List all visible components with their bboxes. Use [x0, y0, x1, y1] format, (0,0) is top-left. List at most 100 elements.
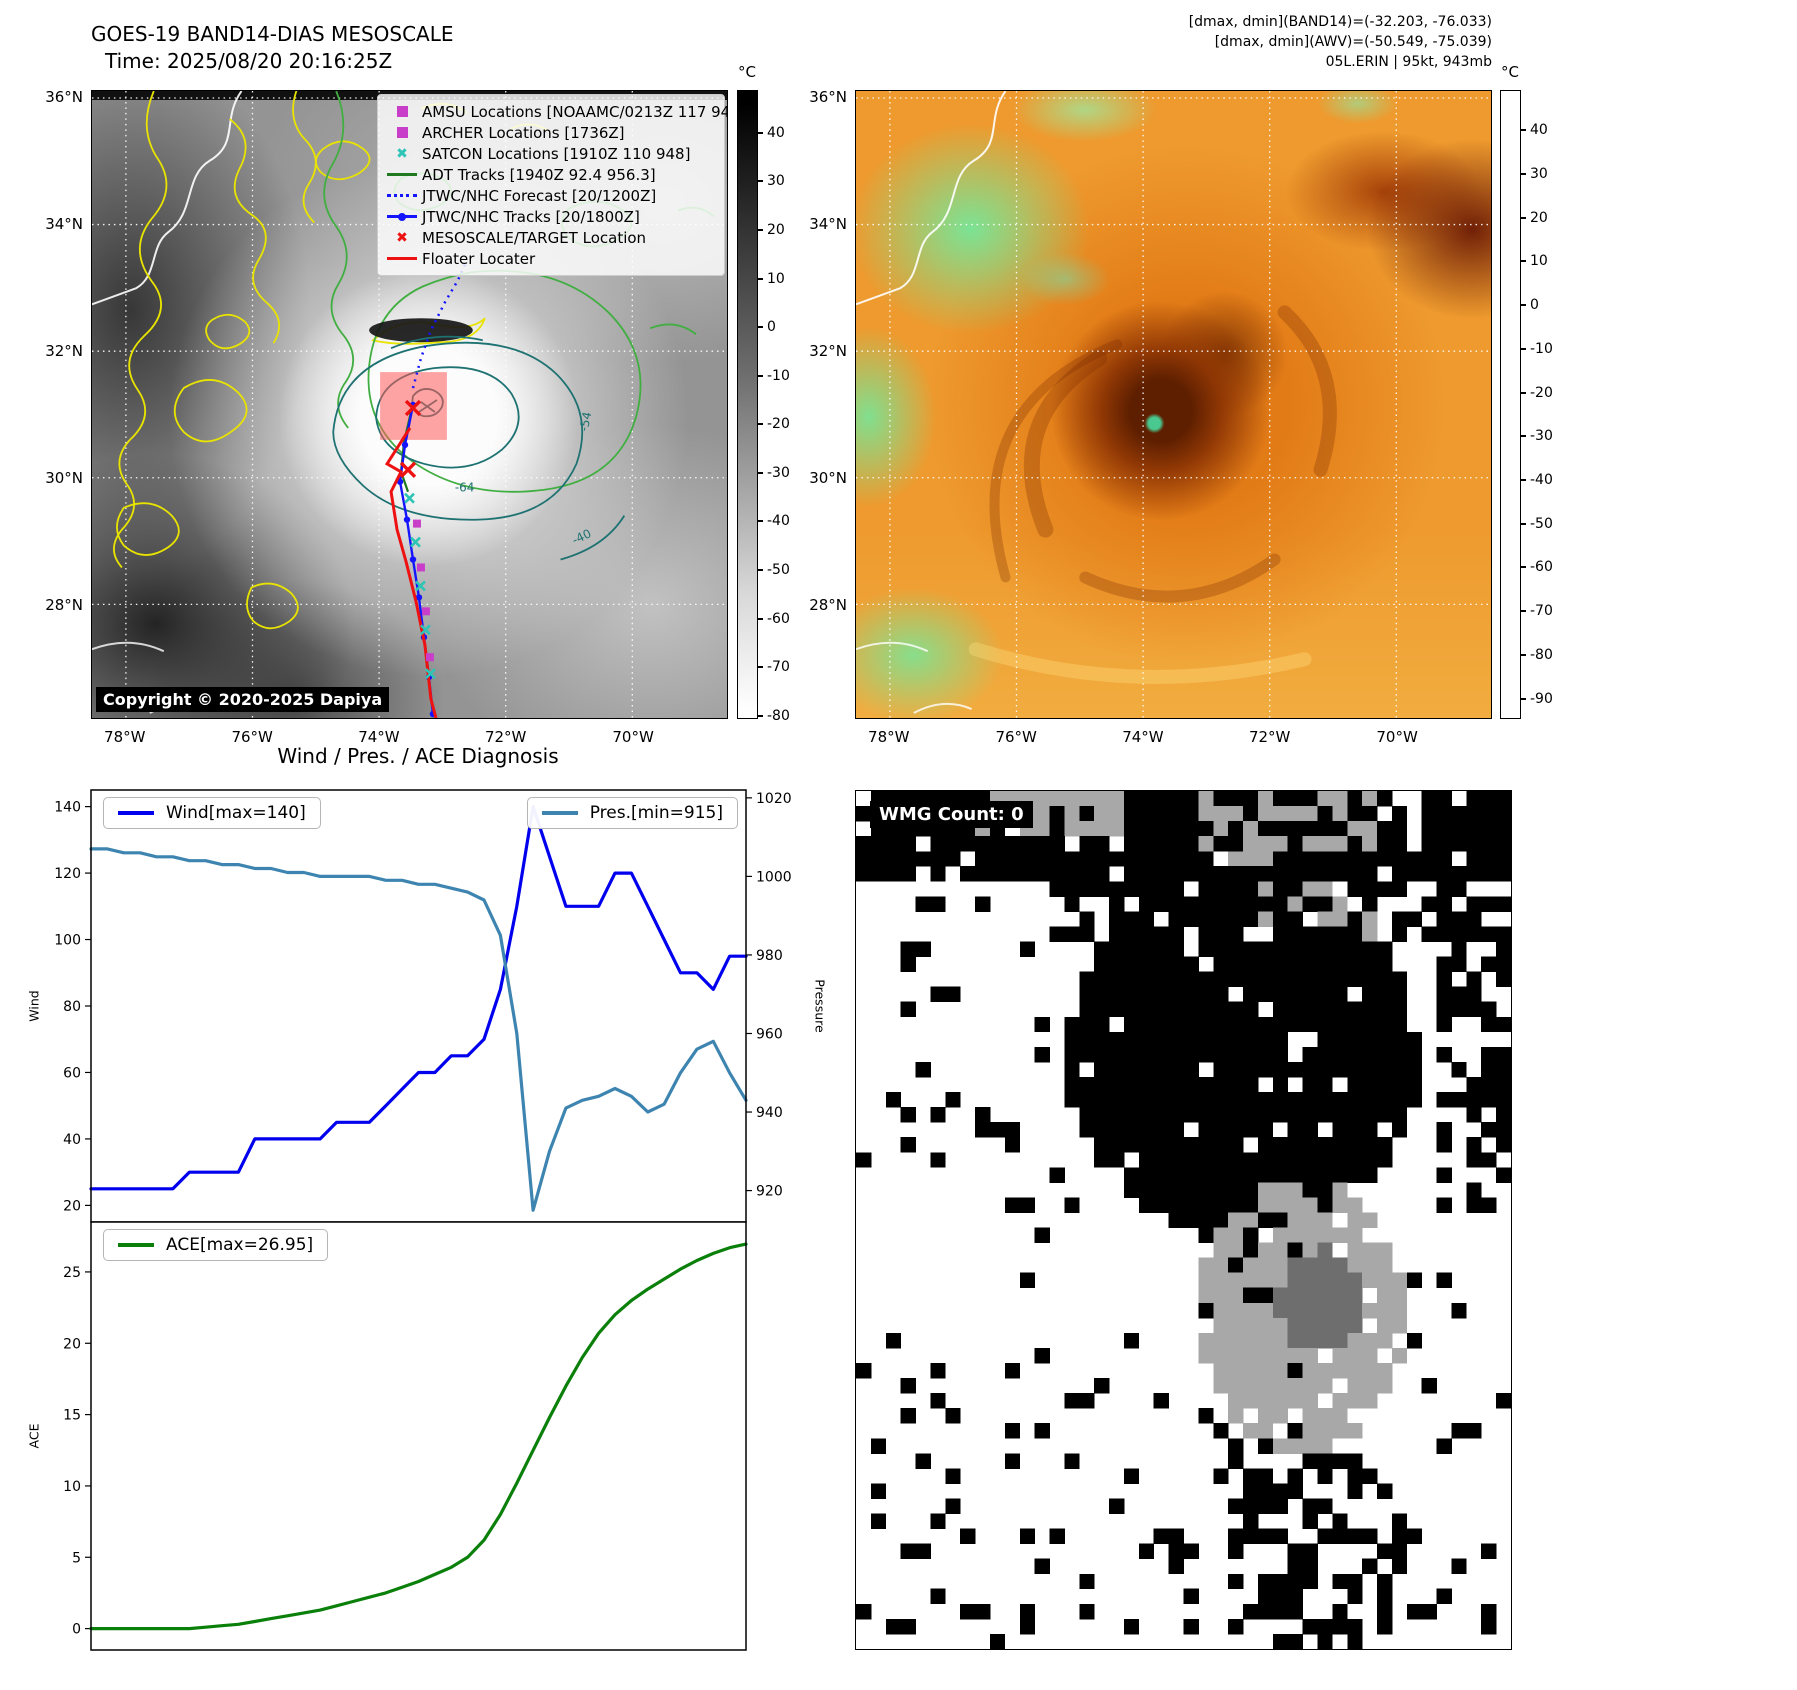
awv-satellite-image	[855, 90, 1492, 719]
contours-cold	[332, 335, 626, 561]
colorbar-tick-label: -30	[1530, 428, 1553, 445]
colorbar-tick-label: -80	[1530, 646, 1553, 663]
ace-line-sample	[118, 1242, 154, 1248]
colorbar-tick-mark	[758, 277, 763, 280]
colorbar-tick-mark	[1521, 216, 1526, 219]
colorbar-tick-mark	[1521, 610, 1526, 613]
diagnosis-title: Wind / Pres. / ACE Diagnosis	[277, 744, 559, 768]
latlon-grid	[856, 91, 1491, 718]
colorbar-tick-mark	[758, 617, 763, 620]
wind-axis-label: Wind	[26, 990, 42, 1022]
band14-colorbar-unit: °C	[738, 63, 756, 81]
band14-title: GOES-19 BAND14-DIAS MESOSCALE	[91, 22, 454, 46]
awv-overlay	[856, 91, 1491, 718]
colorbar-tick-mark	[758, 666, 763, 669]
colorbar-tick-label: -30	[767, 464, 790, 481]
band14-colorbar	[737, 90, 758, 719]
svg-text:5: 5	[72, 1550, 81, 1566]
svg-text:25: 25	[63, 1265, 81, 1281]
colorbar-tick-label: -10	[767, 367, 790, 384]
lat-tick-label: 32°N	[45, 342, 83, 361]
lon-tick-label: 76°W	[995, 728, 1037, 746]
colorbar-tick-mark	[1521, 478, 1526, 481]
satcon-markers	[404, 492, 436, 680]
pressure-axis-label: Pressure	[812, 979, 828, 1033]
colorbar-tick-label: -60	[767, 610, 790, 627]
svg-text:1020: 1020	[756, 791, 792, 807]
lat-tick-label: 30°N	[809, 469, 847, 488]
copyright-label: Copyright © 2020-2025 Dapiya	[96, 687, 390, 712]
legend-item: JTWC/NHC Tracks [20/1800Z]	[382, 206, 720, 227]
colorbar-tick-label: -50	[1530, 515, 1553, 532]
wind-pressure-chart: 20 40 60 80 100 120 140 920 940 960 980 1000 1020 Wi…	[54, 789, 792, 1223]
colorbar-tick-label: -80	[767, 707, 790, 724]
svg-text:0: 0	[72, 1622, 81, 1638]
legend-item: ARCHER Locations [1736Z]	[382, 122, 720, 143]
colorbar-tick-mark	[1521, 260, 1526, 263]
lat-tick-label: 28°N	[809, 596, 847, 615]
colorbar-tick-label: 40	[1530, 122, 1548, 139]
svg-text:20: 20	[63, 1198, 81, 1214]
svg-text:980: 980	[756, 948, 783, 964]
band14-satellite-image: -64 -54 -40 AMSU Locations [NOAAMC/0213Z…	[91, 90, 728, 719]
wind-legend-label: Wind[max=140]	[166, 803, 306, 823]
lat-tick-label: 36°N	[45, 87, 83, 106]
legend-item: ✖ MESOSCALE/TARGET Location	[382, 227, 720, 248]
target-x-markers	[399, 399, 422, 478]
line-dot-marker-icon	[382, 212, 422, 221]
colorbar-tick-label: 30	[1530, 165, 1548, 182]
colorbar-tick-label: 20	[1530, 209, 1548, 226]
svg-text:120: 120	[54, 866, 81, 882]
colorbar-tick-mark	[758, 423, 763, 426]
colorbar-tick-label: -90	[1530, 690, 1553, 707]
colorbar-tick-mark	[1521, 129, 1526, 132]
colorbar-tick-label: -20	[1530, 384, 1553, 401]
colorbar-tick-label: -70	[767, 659, 790, 676]
svg-text:60: 60	[63, 1065, 81, 1081]
colorbar-tick-mark	[758, 180, 763, 183]
colorbar-tick-label: 0	[767, 319, 776, 336]
lon-tick-label: 78°W	[104, 728, 146, 746]
svg-text:960: 960	[756, 1026, 783, 1042]
wmg-count-label: WMG Count: 0	[870, 801, 1033, 828]
x-marker-icon: ✖	[396, 145, 408, 162]
colorbar-tick-mark	[758, 131, 763, 134]
lon-tick-label: 76°W	[231, 728, 273, 746]
amsu-archer-markers	[412, 519, 434, 662]
colorbar-tick-mark	[758, 714, 763, 717]
legend-item-label: JTWC/NHC Forecast [20/1200Z]	[422, 186, 657, 205]
legend-item-label: JTWC/NHC Tracks [20/1800Z]	[422, 207, 640, 226]
dmax-dmin-awv-text: [dmax, dmin](AWV)=(-50.549, -75.039)	[1214, 34, 1492, 50]
lat-tick-label: 36°N	[809, 87, 847, 106]
legend-item-label: SATCON Locations [1910Z 110 948]	[422, 144, 691, 163]
colorbar-tick-mark	[758, 326, 763, 329]
convective-bands	[989, 305, 1337, 603]
legend-item-label: AMSU Locations [NOAAMC/0213Z 117 944]	[422, 102, 728, 121]
ace-legend-label: ACE[max=26.95]	[166, 1235, 314, 1255]
colorbar-tick-label: -40	[767, 513, 790, 530]
legend-item: Floater Locater	[382, 248, 720, 269]
dmax-dmin-band14-text: [dmax, dmin](BAND14)=(-32.203, -76.033)	[1188, 14, 1492, 30]
svg-text:20: 20	[63, 1336, 81, 1352]
band14-legend: AMSU Locations [NOAAMC/0213Z 117 944] ARC…	[377, 94, 727, 276]
contour-label: -40	[570, 526, 594, 547]
pressure-line-sample	[541, 810, 578, 816]
colorbar-tick-mark	[1521, 697, 1526, 700]
legend-item: ✖ SATCON Locations [1910Z 110 948]	[382, 143, 720, 164]
colorbar-tick-mark	[758, 569, 763, 572]
lon-tick-label: 70°W	[1376, 728, 1418, 746]
legend-item: AMSU Locations [NOAAMC/0213Z 117 944]	[382, 101, 727, 122]
svg-text:15: 15	[63, 1408, 81, 1424]
colorbar-tick-mark	[1521, 435, 1526, 438]
lat-tick-label: 28°N	[45, 596, 83, 615]
pressure-legend-label: Pres.[min=915]	[589, 803, 723, 823]
legend-item-label: ADT Tracks [1940Z 92.4 956.3]	[422, 165, 656, 184]
svg-text:80: 80	[63, 999, 81, 1015]
svg-text:920: 920	[756, 1184, 783, 1200]
svg-text:10: 10	[63, 1479, 81, 1495]
legend-item-label: MESOSCALE/TARGET Location	[422, 228, 647, 247]
colorbar-tick-label: 10	[1530, 253, 1548, 270]
colorbar-tick-mark	[758, 471, 763, 474]
colorbar-tick-mark	[758, 228, 763, 231]
